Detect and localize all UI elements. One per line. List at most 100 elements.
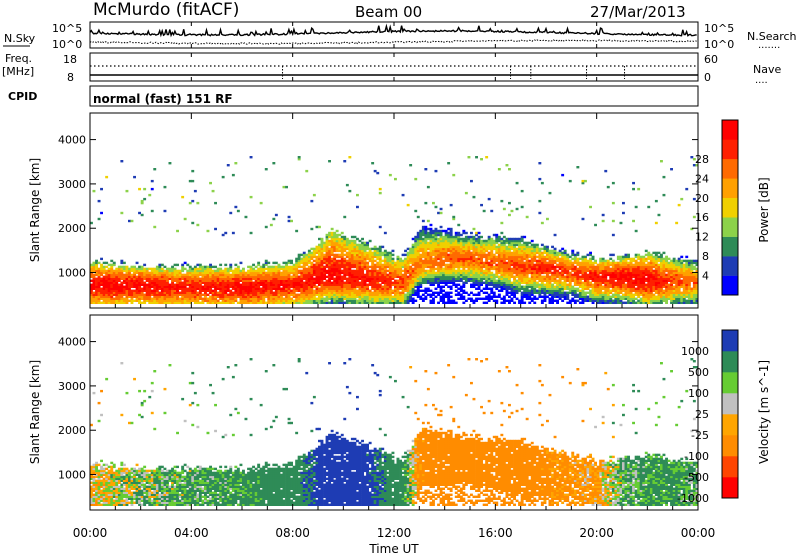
power-cell: [188, 299, 192, 302]
power-cell: [247, 281, 250, 284]
power-cell: [155, 281, 159, 284]
power-cell: [211, 285, 215, 288]
power-cell: [449, 259, 453, 263]
power-cell: [477, 231, 481, 235]
power-cell: [105, 265, 109, 269]
power-cell: [343, 293, 347, 296]
power-cell: [310, 255, 314, 259]
power-cell: [391, 267, 395, 271]
power-cell: [257, 281, 261, 284]
power-cell: [366, 267, 369, 271]
power-cell: [97, 299, 101, 302]
power-cell: [115, 299, 119, 302]
power-cell: [439, 265, 443, 269]
power-cell: [277, 301, 281, 304]
power-cell: [176, 271, 179, 275]
power-cell: [606, 295, 610, 298]
power-cell: [551, 291, 554, 294]
power-cell: [168, 162, 172, 165]
power-cell: [568, 281, 572, 284]
power-cell: [356, 277, 359, 280]
power-cell: [388, 299, 392, 302]
power-cell: [561, 263, 565, 267]
power-cell: [515, 271, 519, 275]
power-cell: [439, 245, 443, 249]
power-cell: [252, 267, 255, 271]
power-cell: [366, 255, 369, 259]
power-cell: [497, 263, 501, 267]
power-cell: [371, 293, 375, 296]
power-cell: [439, 279, 443, 282]
power-cell: [566, 287, 570, 290]
power-cell: [333, 255, 337, 259]
power-cell: [366, 283, 369, 286]
power-cell: [338, 253, 342, 257]
power-cell: [454, 231, 458, 235]
power-cell: [363, 285, 367, 288]
power-cell: [596, 287, 600, 290]
power-cell: [497, 245, 501, 249]
power-cell: [358, 257, 362, 261]
power-cell: [472, 263, 476, 267]
power-cell: [345, 301, 349, 304]
power-cell: [120, 299, 124, 302]
power-cell: [209, 299, 212, 302]
power-cell: [500, 239, 504, 243]
power-cell: [540, 279, 544, 282]
power-cell: [335, 295, 339, 298]
power-cell: [358, 283, 362, 286]
power-cell: [434, 287, 438, 290]
power-cell: [439, 255, 443, 259]
power-cell: [546, 277, 549, 280]
power-cell: [368, 277, 372, 280]
power-cell: [95, 281, 98, 284]
power-cell: [348, 275, 352, 278]
power-cell: [594, 269, 597, 273]
power-cell: [525, 273, 529, 277]
power-cell: [535, 271, 539, 275]
power-cell: [153, 168, 157, 171]
power-cell: [523, 247, 527, 251]
power-cell: [502, 301, 506, 304]
power-cell: [424, 227, 428, 231]
power-cell: [606, 265, 610, 269]
power-cell: [140, 283, 144, 286]
power-cell: [495, 251, 499, 255]
power-cell: [216, 269, 220, 273]
power-cell: [160, 273, 164, 277]
power-cell: [439, 241, 443, 245]
power-cell: [490, 291, 494, 294]
power-cell: [325, 301, 329, 304]
power-cell: [366, 241, 369, 245]
power-cell: [449, 281, 453, 284]
power-cell: [125, 301, 129, 304]
power-cell: [196, 287, 200, 290]
power-cell: [518, 271, 521, 275]
power-cell: [540, 267, 544, 271]
power-cell: [424, 281, 428, 284]
power-cell: [530, 273, 534, 277]
power-cell: [558, 263, 562, 267]
power-cell: [515, 257, 519, 261]
power-cell: [513, 281, 516, 284]
power-cell: [302, 285, 306, 288]
power-cell: [429, 295, 433, 298]
power-cell: [214, 299, 217, 302]
power-cell: [464, 237, 468, 241]
power-cell: [510, 257, 514, 261]
power-cell: [328, 261, 331, 265]
power-cell: [148, 295, 152, 298]
power-cell: [262, 281, 266, 284]
power-cell: [594, 293, 597, 296]
power-cell: [95, 297, 98, 300]
power-cell: [533, 269, 537, 273]
power-cell: [424, 287, 428, 290]
power-cell: [383, 285, 387, 288]
power-cell: [485, 156, 489, 159]
power-cell: [328, 301, 331, 304]
power-cell: [601, 263, 605, 267]
power-cell: [551, 287, 554, 290]
power-cell: [196, 295, 200, 298]
power-cell: [117, 269, 121, 273]
power-cell: [462, 291, 466, 294]
